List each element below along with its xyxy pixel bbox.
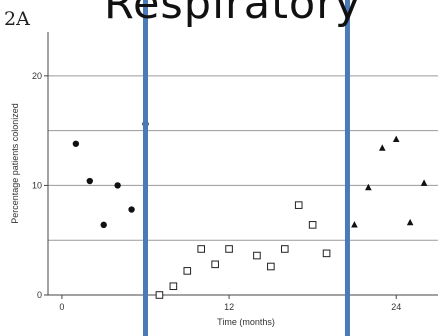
data-point-triangle — [365, 183, 372, 191]
data-point-square — [225, 245, 233, 253]
data-point-square — [267, 262, 275, 271]
data-point-square — [253, 251, 261, 260]
y-tick-label: 10 — [32, 180, 42, 190]
data-point-circle — [114, 182, 121, 189]
data-point-triangle — [378, 144, 386, 151]
axes — [47, 32, 438, 296]
data-point-circle — [86, 177, 93, 185]
x-tick-label: 24 — [391, 302, 401, 312]
y-tick-label: 20 — [32, 71, 42, 81]
data-point-square — [211, 260, 219, 269]
data-point-square — [308, 221, 317, 229]
data-point-square — [155, 291, 164, 299]
data-points — [72, 120, 428, 299]
y-tick-label: 0 — [37, 290, 42, 300]
x-tick-label: 0 — [59, 302, 64, 312]
data-point-circle — [72, 140, 80, 147]
data-point-square — [280, 245, 289, 253]
data-point-triangle — [406, 218, 414, 226]
vertical-markers — [143, 0, 350, 336]
panel-label: 2A — [4, 8, 30, 30]
data-point-square — [169, 282, 178, 291]
data-point-circle — [128, 206, 135, 213]
data-point-triangle — [420, 179, 428, 186]
x-tick-label: 12 — [224, 302, 234, 312]
data-point-circle — [100, 221, 107, 229]
data-point-triangle — [392, 135, 400, 142]
tick-labels: 0 10 20 0 12 24 — [32, 71, 401, 312]
y-axis-label: Percentage patients colonized — [10, 103, 20, 224]
data-point-triangle — [351, 221, 358, 228]
data-point-square — [294, 201, 303, 209]
data-point-square — [322, 249, 331, 258]
chart-title: Respiratory — [104, 0, 362, 29]
data-point-square — [197, 245, 206, 253]
x-axis-label: Time (months) — [217, 317, 275, 327]
gridlines — [48, 75, 438, 241]
data-point-square — [183, 267, 192, 275]
